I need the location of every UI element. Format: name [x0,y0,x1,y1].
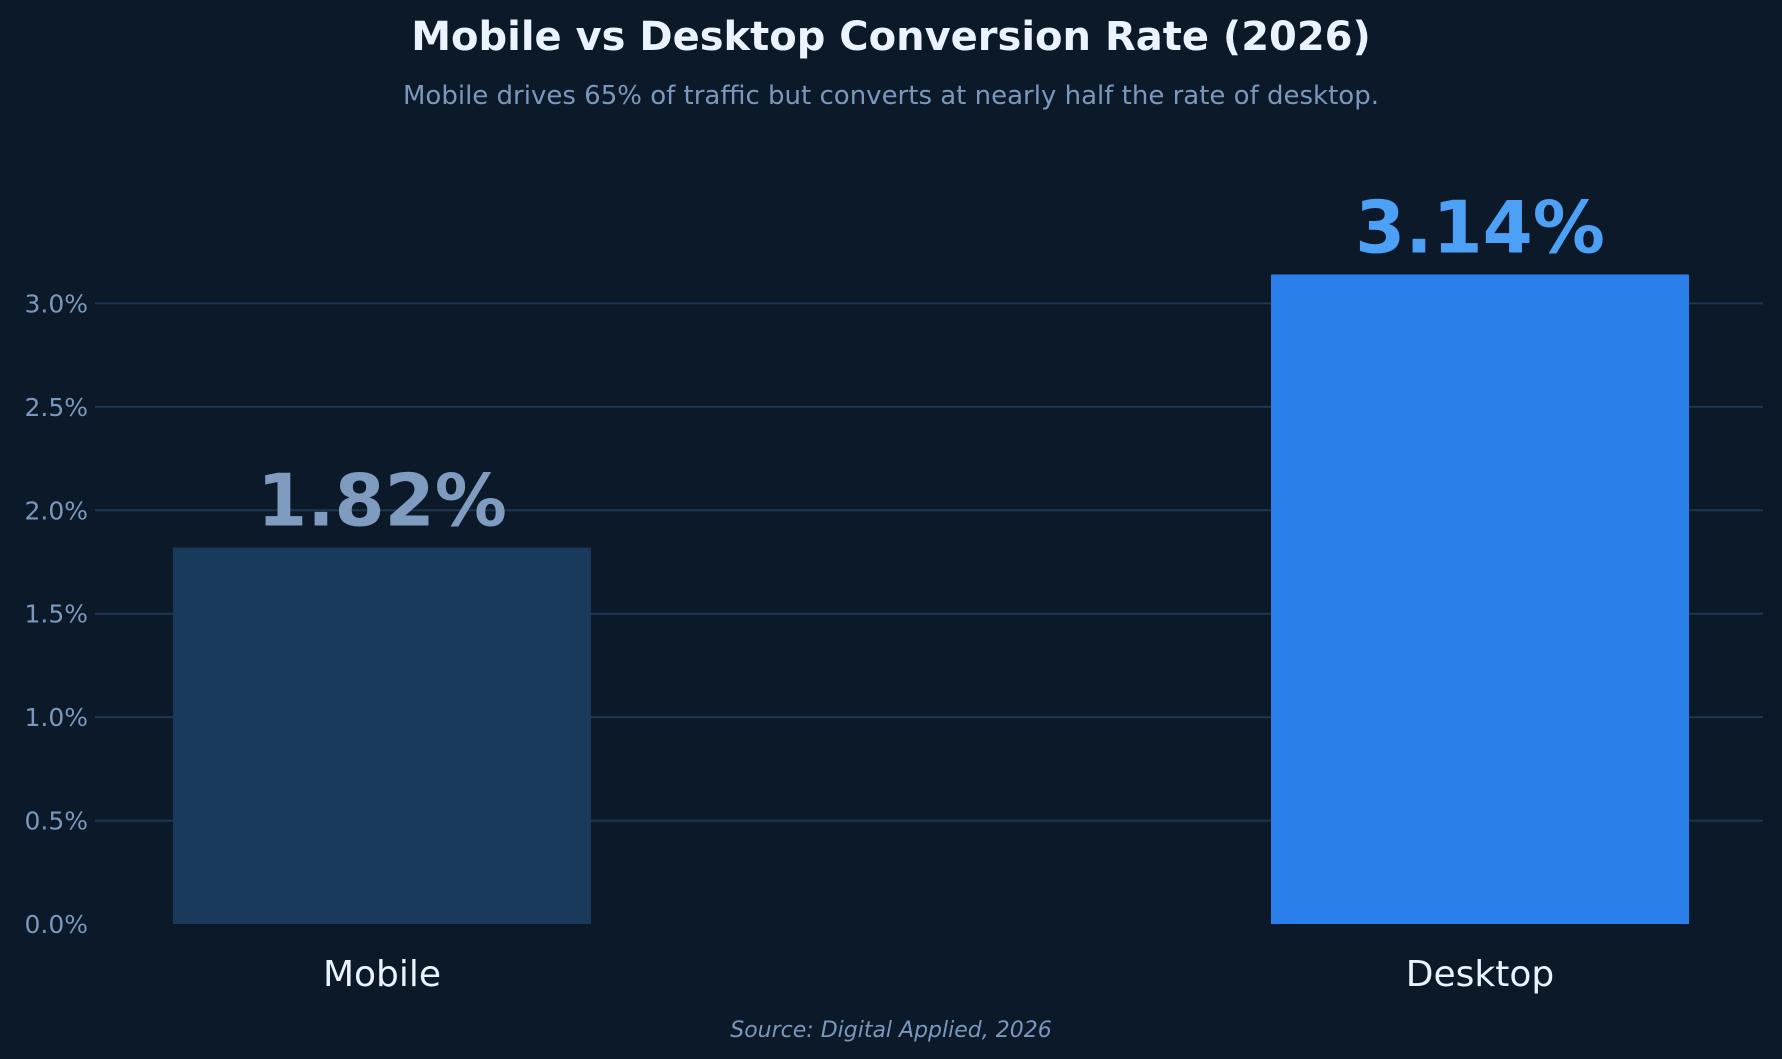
chart-source: Source: Digital Applied, 2026 [730,1018,1051,1043]
x-axis-categories: Mobile Desktop [323,954,1554,995]
chart-title: Mobile vs Desktop Conversion Rate (2026) [411,14,1371,60]
y-tick-label: 0.0% [24,910,88,939]
value-label-mobile: 1.82% [257,459,507,543]
category-label-desktop: Desktop [1406,954,1554,995]
y-tick-label: 1.5% [24,600,88,629]
bar-desktop [1271,274,1689,924]
bars [173,274,1689,924]
y-tick-label: 1.0% [24,703,88,732]
chart-subtitle: Mobile drives 65% of traffic but convert… [403,81,1379,111]
bar-mobile [173,547,591,924]
y-tick-label: 2.0% [24,496,88,525]
category-label-mobile: Mobile [323,954,441,995]
y-tick-label: 3.0% [24,289,88,318]
y-tick-label: 0.5% [24,807,88,836]
value-label-desktop: 3.14% [1355,185,1605,269]
y-axis-ticks: 0.0% 0.5% 1.0% 1.5% 2.0% 2.5% 3.0% [24,289,88,939]
value-labels: 1.82% 3.14% [257,185,1605,542]
y-tick-label: 2.5% [24,393,88,422]
